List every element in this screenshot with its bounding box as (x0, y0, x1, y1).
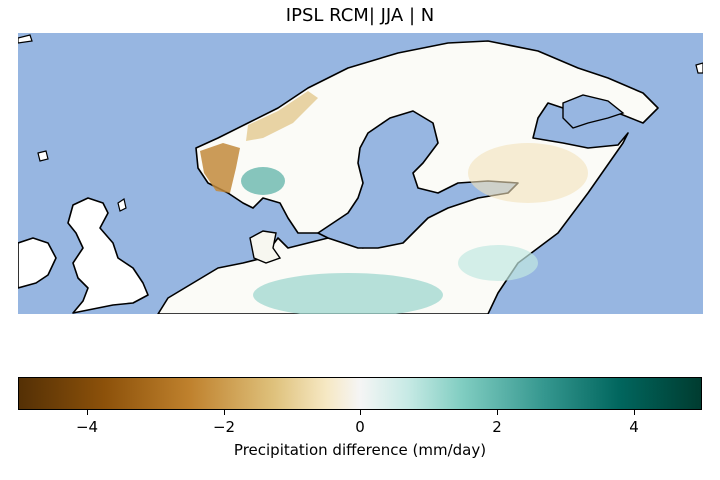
colorbar-tick-label: 2 (492, 418, 502, 436)
colorbar-tick (634, 410, 635, 415)
wet-anomaly-poland (253, 273, 443, 314)
great-britain-land (67, 197, 149, 314)
map-title: IPSL RCM| JJA | N (285, 5, 435, 26)
colorbar-tick-label: −2 (212, 418, 236, 436)
white-sea (562, 94, 625, 129)
dry-anomaly-norway (200, 143, 240, 193)
precipitation-map (18, 33, 703, 314)
faroe-islands (37, 150, 49, 162)
colorbar-tick (87, 410, 88, 415)
arctic-islands (695, 62, 703, 74)
colorbar-tick (497, 410, 498, 415)
dry-anomaly-coast (246, 91, 318, 141)
denmark-land (249, 230, 282, 264)
shetland-islands (117, 198, 127, 212)
colorbar-tick-label: −4 (75, 418, 99, 436)
baltic-sea (317, 110, 519, 249)
colorbar-label: Precipitation difference (mm/day) (233, 441, 487, 459)
wet-anomaly-norway (241, 167, 285, 195)
wet-anomaly-east (458, 245, 538, 281)
colorbar-tick (360, 410, 361, 415)
colorbar-tick-label: 0 (355, 418, 365, 436)
colorbar-tick-label: 4 (629, 418, 639, 436)
iceland-edge (18, 34, 33, 44)
colorbar-tick (224, 410, 225, 415)
colorbar (18, 377, 702, 410)
dry-anomaly-finland (468, 143, 588, 203)
ireland-land (18, 237, 57, 289)
